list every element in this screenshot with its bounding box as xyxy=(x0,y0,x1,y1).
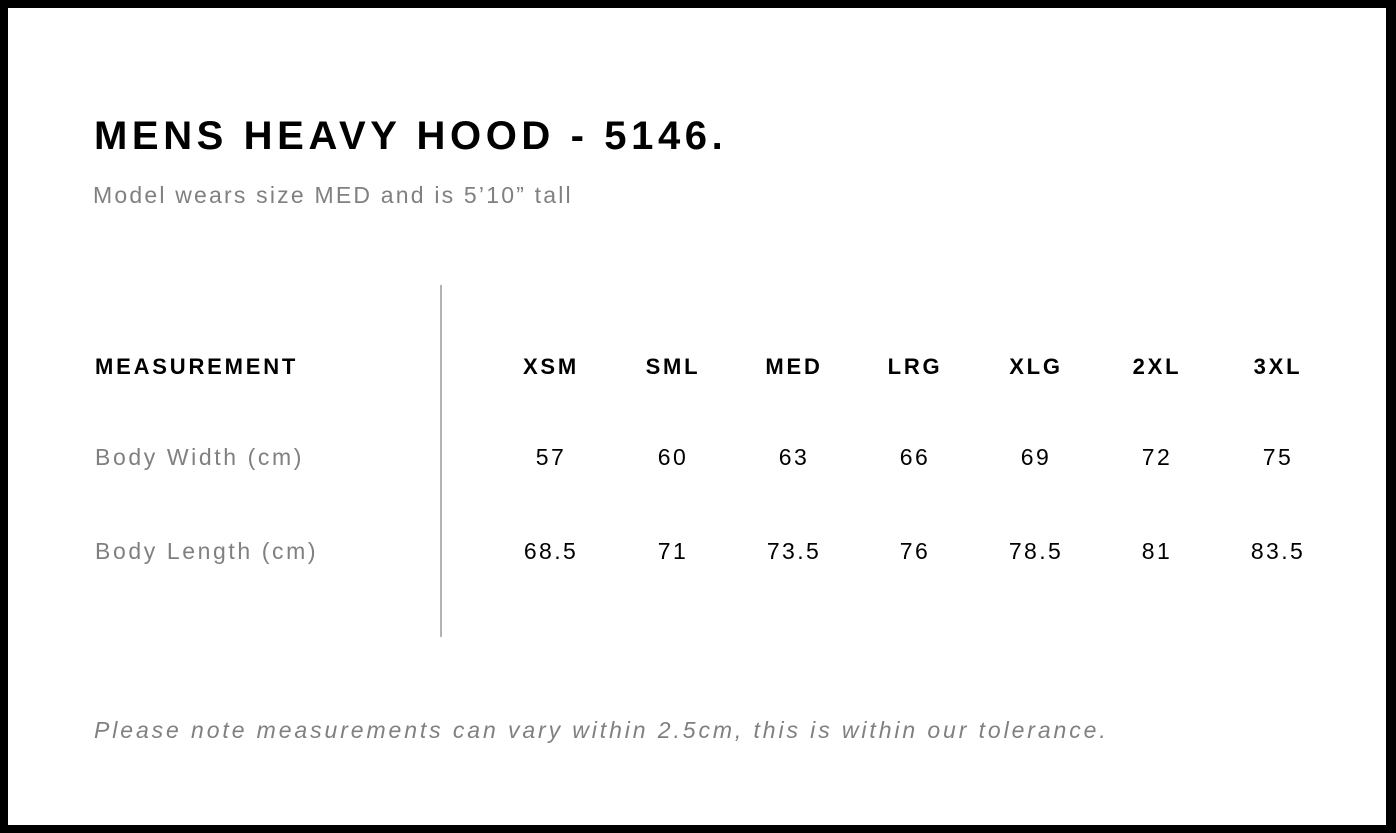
size-header-lrg: LRG xyxy=(887,354,943,379)
table-cell: 69 xyxy=(1020,444,1052,470)
column-divider xyxy=(440,285,442,637)
table-cell: 73.5 xyxy=(766,538,822,564)
page-title: MENS HEAVY HOOD - 5146. xyxy=(94,114,728,158)
table-cell: 68.5 xyxy=(523,538,579,564)
row-label: Body Width (cm) xyxy=(95,444,304,470)
table-cell: 57 xyxy=(535,444,567,470)
size-header-xsm: XSM xyxy=(522,354,580,379)
table-cell: 81 xyxy=(1141,538,1173,564)
row-label: Body Length (cm) xyxy=(95,538,319,564)
size-header-3xl: 3XL xyxy=(1253,354,1303,379)
size-chart-card: MENS HEAVY HOOD - 5146. Model wears size… xyxy=(8,8,1386,825)
table-cell: 63 xyxy=(778,444,810,470)
table-cell: 60 xyxy=(657,444,689,470)
table-cell: 76 xyxy=(899,538,931,564)
size-header-med: MED xyxy=(765,354,823,379)
measurement-header: MEASUREMENT xyxy=(95,354,299,379)
table-cell: 72 xyxy=(1141,444,1173,470)
size-header-sml: SML xyxy=(645,354,701,379)
table-cell: 83.5 xyxy=(1250,538,1306,564)
table-cell: 66 xyxy=(899,444,931,470)
size-header-xlg: XLG xyxy=(1009,354,1063,379)
table-cell: 75 xyxy=(1262,444,1294,470)
table-cell: 78.5 xyxy=(1008,538,1064,564)
tolerance-note: Please note measurements can vary within… xyxy=(94,717,1109,743)
model-info: Model wears size MED and is 5’10” tall xyxy=(93,182,573,208)
table-cell: 71 xyxy=(657,538,689,564)
size-header-2xl: 2XL xyxy=(1132,354,1182,379)
